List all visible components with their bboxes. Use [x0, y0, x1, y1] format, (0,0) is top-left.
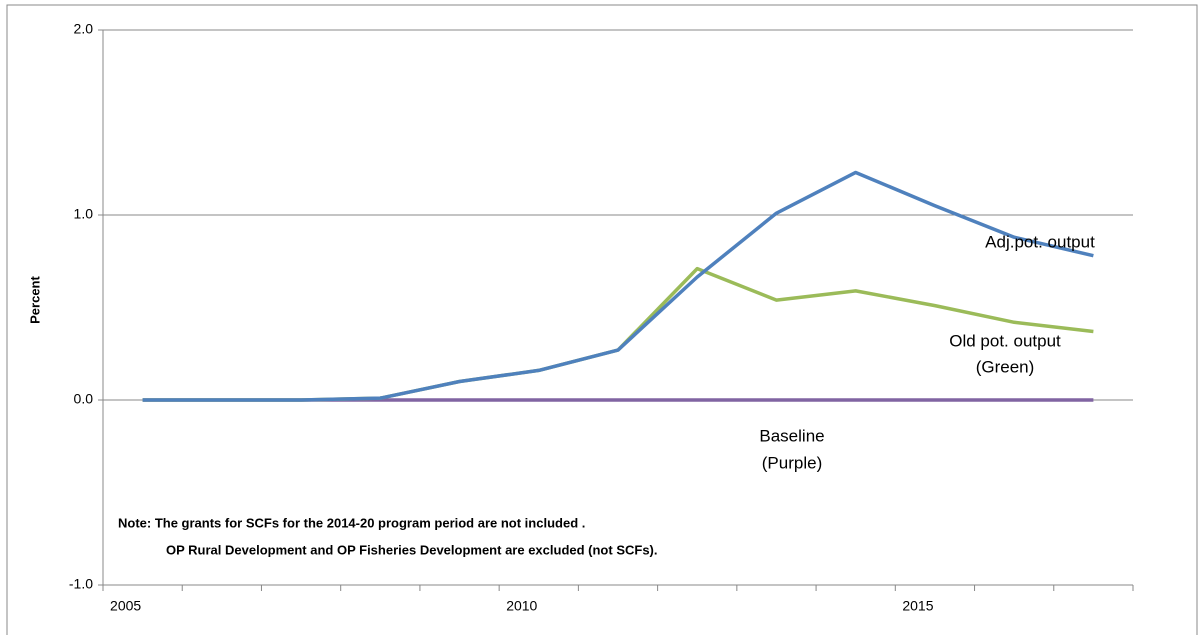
annotation: (Purple)	[762, 453, 822, 472]
y-tick-label: -1.0	[69, 576, 93, 592]
annotation: OP Rural Development and OP Fisheries De…	[166, 542, 658, 557]
y-tick-label: 1.0	[74, 206, 94, 222]
x-tick-label: 2005	[110, 598, 141, 614]
chart-frame	[6, 4, 1198, 635]
y-axis-label: Percent	[27, 275, 42, 323]
x-tick-label: 2015	[902, 598, 933, 614]
annotation: Note: The grants for SCFs for the 2014-2…	[118, 515, 585, 530]
x-tick-label: 2010	[506, 598, 537, 614]
y-tick-label: 2.0	[74, 21, 94, 37]
annotation: (Green)	[976, 357, 1035, 376]
annotation: Baseline	[759, 426, 824, 445]
annotation: Adj.pot. output	[985, 232, 1095, 251]
series-line	[142, 170, 1094, 402]
annotation: Old pot. output	[949, 331, 1061, 350]
y-tick-label: 0.0	[74, 391, 94, 407]
